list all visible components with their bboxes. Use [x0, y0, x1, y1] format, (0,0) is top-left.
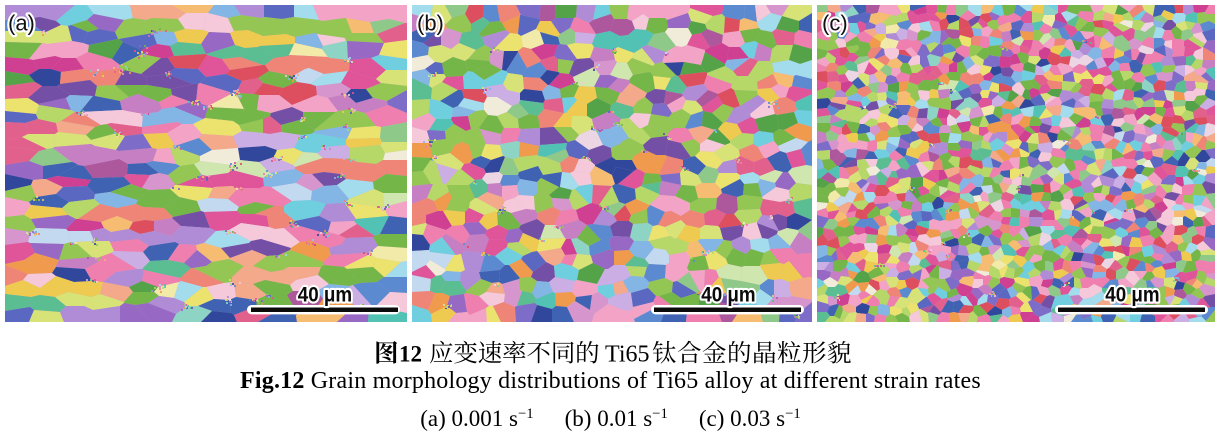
svg-text:40 μm: 40 μm: [298, 283, 352, 306]
svg-text:12: 12: [399, 342, 422, 367]
svg-text:Ti65: Ti65: [605, 342, 649, 367]
svg-text:40 μm: 40 μm: [701, 283, 755, 306]
svg-text:(b): (b): [417, 11, 444, 36]
svg-text:(a): (a): [8, 11, 35, 36]
svg-text:(c): (c): [822, 11, 848, 36]
svg-text:40 μm: 40 μm: [1105, 283, 1159, 306]
